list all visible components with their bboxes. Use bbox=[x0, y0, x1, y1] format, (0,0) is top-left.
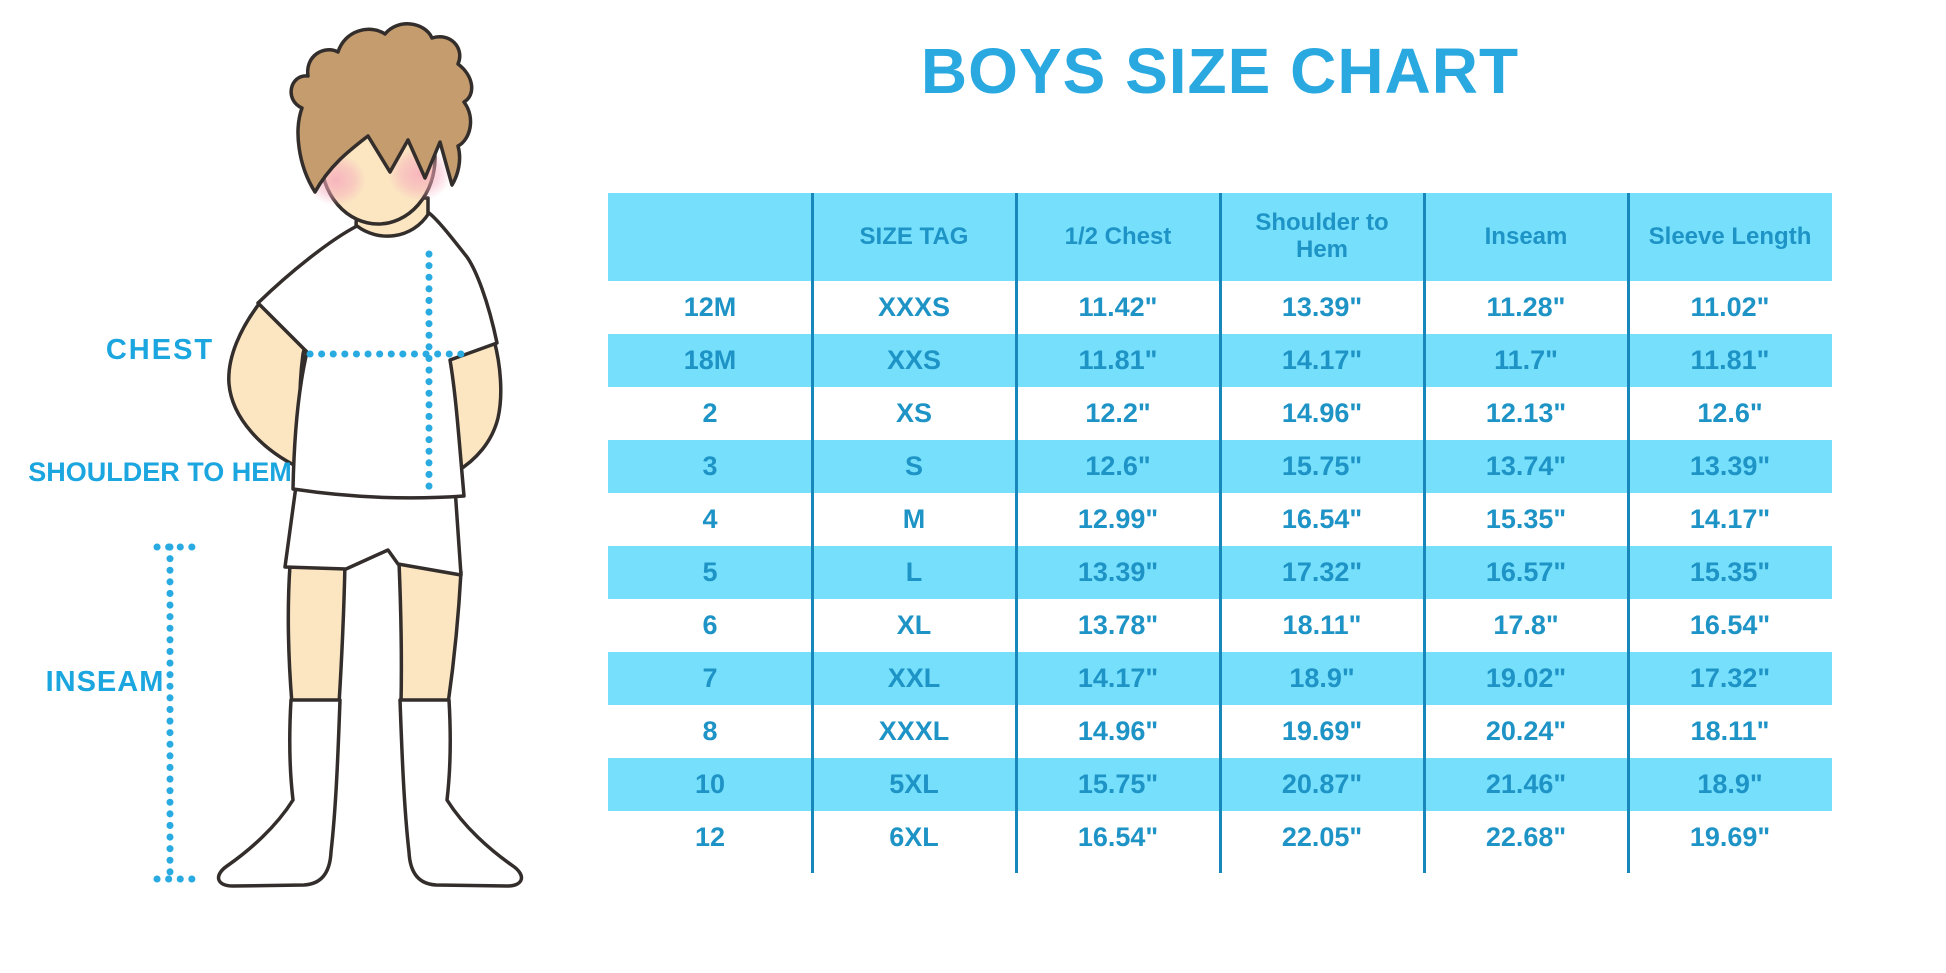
column-separator bbox=[1627, 193, 1630, 873]
table-cell: 12.6" bbox=[1697, 398, 1763, 429]
table-cell: L bbox=[905, 557, 923, 588]
table-cell: XS bbox=[895, 398, 933, 429]
boy-measurement-illustration: CHEST SHOULDER TO HEM INSEAM bbox=[28, 22, 524, 888]
table-cell: 14.96" bbox=[1077, 716, 1159, 747]
table-row: 12M XXXS 11.42" 13.39" 11.28" 11.02" bbox=[608, 281, 1832, 334]
table-cell: 17.8" bbox=[1493, 610, 1559, 641]
right-cheek-blush bbox=[388, 147, 452, 201]
right-leg bbox=[397, 560, 463, 706]
table-cell: 12M bbox=[683, 292, 737, 323]
table-cell: 6 bbox=[702, 610, 718, 641]
table-row: 6 XL 13.78" 18.11" 17.8" 16.54" bbox=[608, 599, 1832, 652]
table-row: 8 XXXL 14.96" 19.69" 20.24" 18.11" bbox=[608, 705, 1832, 758]
table-cell: 19.69" bbox=[1689, 822, 1771, 853]
table-cell: 18.11" bbox=[1690, 716, 1770, 747]
table-cell: XXXL bbox=[878, 716, 950, 747]
table-cell: 10 bbox=[694, 769, 726, 800]
table-cell: 16.57" bbox=[1485, 557, 1567, 588]
table-cell: 5 bbox=[702, 557, 718, 588]
shoulder-to-hem-label: SHOULDER TO HEM bbox=[28, 457, 292, 487]
left-leg bbox=[286, 561, 347, 706]
table-cell: 8 bbox=[702, 716, 718, 747]
right-sock bbox=[398, 698, 524, 888]
table-cell: 12.13" bbox=[1485, 398, 1567, 429]
table-cell: 16.54" bbox=[1077, 822, 1159, 853]
size-table: SIZE TAG 1/2 Chest Shoulder to Hem Insea… bbox=[608, 193, 1832, 873]
table-header-cell: SIZE TAG bbox=[859, 222, 969, 250]
table-cell: 11.81" bbox=[1690, 345, 1770, 376]
column-separator bbox=[811, 193, 814, 873]
table-cell: XXXS bbox=[877, 292, 951, 323]
table-cell: 7 bbox=[702, 663, 718, 694]
table-cell: 5XL bbox=[889, 769, 939, 800]
column-separator bbox=[1015, 193, 1018, 873]
table-cell: 22.68" bbox=[1485, 822, 1567, 853]
table-cell: 18M bbox=[683, 345, 737, 376]
column-separator bbox=[1219, 193, 1222, 873]
table-cell: 11.7" bbox=[1494, 345, 1558, 376]
table-cell: 16.54" bbox=[1689, 610, 1771, 641]
table-cell: 18.11" bbox=[1282, 610, 1362, 641]
table-cell: 13.74" bbox=[1485, 451, 1567, 482]
table-cell: 4 bbox=[702, 504, 718, 535]
table-cell: 12.6" bbox=[1085, 451, 1151, 482]
table-cell: 17.32" bbox=[1689, 663, 1771, 694]
table-header-cell bbox=[608, 193, 812, 281]
table-cell: 12.2" bbox=[1085, 398, 1151, 429]
table-cell: 2 bbox=[702, 398, 718, 429]
table-header-cell: 1/2 Chest bbox=[1064, 222, 1172, 250]
table-cell: XL bbox=[896, 610, 932, 641]
inseam-label: INSEAM bbox=[46, 666, 165, 698]
table-cell: S bbox=[904, 451, 923, 482]
table-cell: 14.17" bbox=[1077, 663, 1159, 694]
table-header-cell: Inseam bbox=[1484, 222, 1568, 250]
table-cell: M bbox=[902, 504, 926, 535]
table-cell: 15.35" bbox=[1689, 557, 1771, 588]
table-row: 2 XS 12.2" 14.96" 12.13" 12.6" bbox=[608, 387, 1832, 440]
table-cell: 15.35" bbox=[1485, 504, 1567, 535]
table-cell: 13.39" bbox=[1281, 292, 1363, 323]
page-title: BOYS SIZE CHART bbox=[920, 35, 1520, 107]
table-cell: XXL bbox=[887, 663, 941, 694]
table-cell: 6XL bbox=[889, 822, 939, 853]
table-cell: 20.24" bbox=[1485, 716, 1567, 747]
table-cell: 3 bbox=[702, 451, 718, 482]
table-cell: 11.81" bbox=[1078, 345, 1158, 376]
table-row: 12 6XL 16.54" 22.05" 22.68" 19.69" bbox=[608, 811, 1832, 864]
table-cell: 19.69" bbox=[1281, 716, 1363, 747]
table-cell: XXS bbox=[886, 345, 942, 376]
table-cell: 11.28" bbox=[1486, 292, 1566, 323]
table-cell: 11.42" bbox=[1078, 292, 1158, 323]
table-cell: 14.96" bbox=[1281, 398, 1363, 429]
table-cell: 14.17" bbox=[1281, 345, 1363, 376]
table-cell: 13.39" bbox=[1077, 557, 1159, 588]
table-header-cell: Shoulder to Hem bbox=[1255, 209, 1389, 263]
chest-label: CHEST bbox=[106, 334, 214, 366]
table-cell: 11.02" bbox=[1690, 292, 1770, 323]
table-cell: 21.46" bbox=[1485, 769, 1567, 800]
table-cell: 15.75" bbox=[1077, 769, 1159, 800]
table-cell: 17.32" bbox=[1281, 557, 1363, 588]
table-cell: 19.02" bbox=[1485, 663, 1567, 694]
table-cell: 13.78" bbox=[1077, 610, 1159, 641]
table-cell: 12.99" bbox=[1077, 504, 1159, 535]
table-row: 4 M 12.99" 16.54" 15.35" 14.17" bbox=[608, 493, 1832, 546]
hair bbox=[289, 22, 474, 194]
table-cell: 22.05" bbox=[1281, 822, 1363, 853]
table-cell: 18.9" bbox=[1289, 663, 1355, 694]
table-cell: 15.75" bbox=[1281, 451, 1363, 482]
table-cell: 13.39" bbox=[1689, 451, 1771, 482]
table-cell: 14.17" bbox=[1689, 504, 1771, 535]
column-separator bbox=[1423, 193, 1426, 873]
table-header-cell: Sleeve Length bbox=[1648, 222, 1812, 250]
table-cell: 16.54" bbox=[1281, 504, 1363, 535]
table-cell: 20.87" bbox=[1281, 769, 1363, 800]
table-cell: 18.9" bbox=[1697, 769, 1763, 800]
shorts bbox=[283, 484, 463, 577]
left-sock bbox=[216, 698, 342, 888]
table-cell: 12 bbox=[694, 822, 726, 853]
